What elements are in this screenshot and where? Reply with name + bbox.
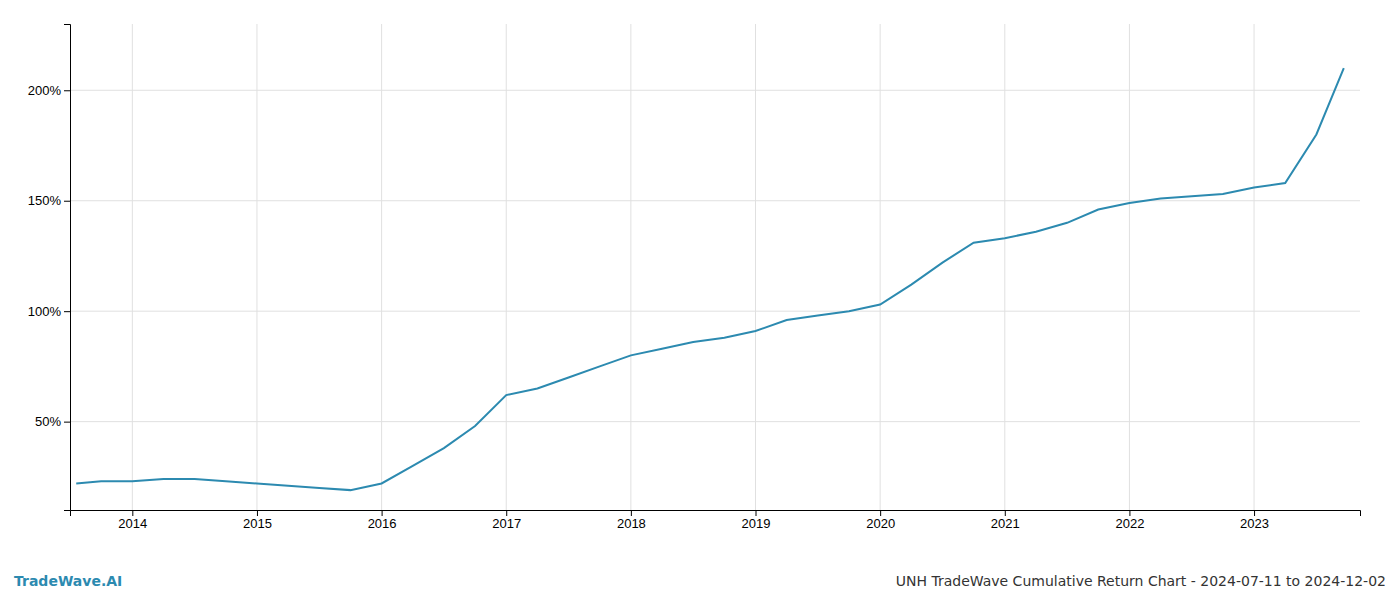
tick-mark (631, 510, 632, 516)
grid-line (1004, 24, 1005, 510)
tick: 2017 (492, 510, 521, 531)
plot: 2014 2015 2016 2017 2018 2019 2020 2021 2022 2023… (28, 24, 1361, 531)
chart: 2014 2015 2016 2017 2018 2019 2020 2021 2022 2023… (0, 0, 1400, 600)
grid-line (1254, 24, 1255, 510)
tick-mark (64, 201, 70, 202)
tick: 2019 (742, 510, 771, 531)
marks (76, 68, 1344, 490)
tick: 2018 (617, 510, 646, 531)
tick: 2014 (118, 510, 147, 531)
grid-line (506, 24, 507, 510)
tick-label: 150% (28, 193, 62, 208)
tick: 50% (35, 414, 70, 429)
grid-line (70, 311, 1360, 312)
tick: 100% (28, 304, 70, 319)
tick: 2022 (1115, 510, 1144, 531)
tick-mark (506, 510, 507, 516)
tick-label: 50% (35, 414, 61, 429)
grid-line (256, 24, 257, 510)
grid-line (70, 421, 1360, 422)
grid-line (755, 24, 756, 510)
tick-mark (64, 311, 70, 312)
tick-mark (1129, 510, 1130, 516)
tick-mark (880, 510, 881, 516)
tick-label: 2018 (617, 516, 646, 531)
grid-line (880, 24, 881, 510)
line (76, 68, 1344, 490)
tick-label: 2014 (118, 516, 147, 531)
tick-label: 100% (28, 304, 62, 319)
grid-line (1129, 24, 1130, 510)
tick-mark (382, 510, 383, 516)
grid (70, 24, 1360, 510)
tick: 2023 (1240, 510, 1269, 531)
axis-line (64, 25, 71, 511)
tick-mark (132, 510, 133, 516)
tick: 2020 (866, 510, 895, 531)
tick-label: 200% (28, 83, 62, 98)
grid-line (630, 24, 631, 510)
tick: 2015 (243, 510, 272, 531)
tick-mark (64, 90, 70, 91)
tick-mark (756, 510, 757, 516)
tick-mark (1254, 510, 1255, 516)
tick-mark (64, 422, 70, 423)
tick-label: 2023 (1240, 516, 1269, 531)
grid-line (70, 200, 1360, 201)
y-axis: 50% 100% 150% 200% (28, 25, 71, 511)
tick-label: 2016 (368, 516, 397, 531)
tick-label: 2017 (492, 516, 521, 531)
tick-mark (257, 510, 258, 516)
tick-label: 2021 (991, 516, 1020, 531)
tick-label: 2015 (243, 516, 272, 531)
x-axis: 2014 2015 2016 2017 2018 2019 2020 2021 2022 2023 (71, 510, 1361, 531)
grid-line (132, 24, 133, 510)
tick: 2021 (991, 510, 1020, 531)
grid-line (70, 90, 1360, 91)
annotation: TradeWave.AI (14, 573, 122, 589)
tick: 150% (28, 193, 70, 208)
annotation: UNH TradeWave Cumulative Return Chart - … (896, 573, 1386, 589)
grid-line (381, 24, 382, 510)
tick-label: 2019 (742, 516, 771, 531)
tick: 200% (28, 83, 70, 98)
tick: 2016 (368, 510, 397, 531)
tick-label: 2020 (866, 516, 895, 531)
axis-line (71, 511, 1361, 517)
tick-mark (1005, 510, 1006, 516)
tick-label: 2022 (1115, 516, 1144, 531)
